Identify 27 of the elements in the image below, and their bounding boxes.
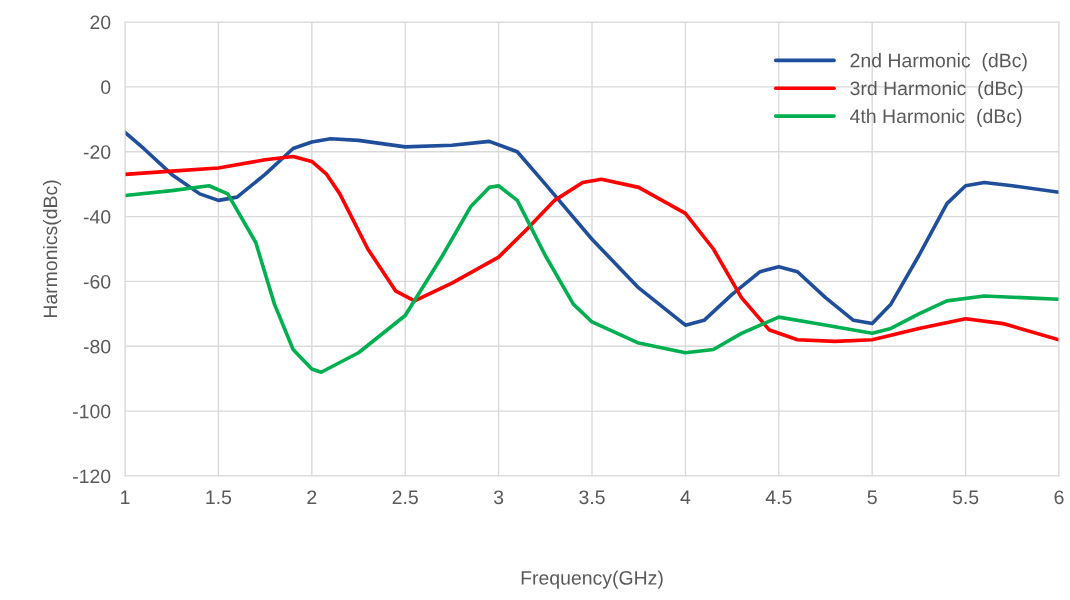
y-tick-label: -60 [83, 274, 111, 289]
y-tick-label: -40 [83, 210, 111, 224]
x-tick-label: 4.5 [765, 490, 792, 505]
y-tick-label: -20 [83, 145, 111, 159]
y-axis-title: Harmonics(dBc) [42, 180, 62, 318]
x-tick-label: 1 [121, 490, 130, 504]
y-tick-label: 0 [101, 80, 111, 95]
y-tick-label: -120 [73, 469, 111, 484]
y-tick-label: -100 [73, 404, 111, 419]
legend-label: 2nd Harmonic (dBc) [850, 53, 1027, 72]
x-tick-label: 3 [493, 490, 504, 505]
x-axis-title: Frequency(GHz) [521, 570, 663, 589]
legend-label: 4th Harmonic (dBc) [850, 108, 1022, 127]
line-series [125, 183, 1059, 375]
x-tick-label: 5.5 [952, 490, 979, 505]
x-tick-label: 3.5 [579, 490, 605, 505]
line-series [125, 130, 1059, 328]
line-series [125, 154, 1059, 344]
x-tick-label: 1.5 [206, 490, 232, 505]
x-tick-label: 2.5 [392, 490, 418, 505]
y-tick-label: 20 [90, 15, 111, 30]
legend-label: 3rd Harmonic (dBc) [850, 80, 1023, 100]
x-tick-label: 2 [307, 490, 317, 504]
x-tick-label: 4 [680, 490, 691, 504]
y-tick-label: -80 [83, 339, 111, 354]
x-tick-label: 5 [867, 490, 877, 505]
x-tick-label: 6 [1054, 490, 1064, 505]
